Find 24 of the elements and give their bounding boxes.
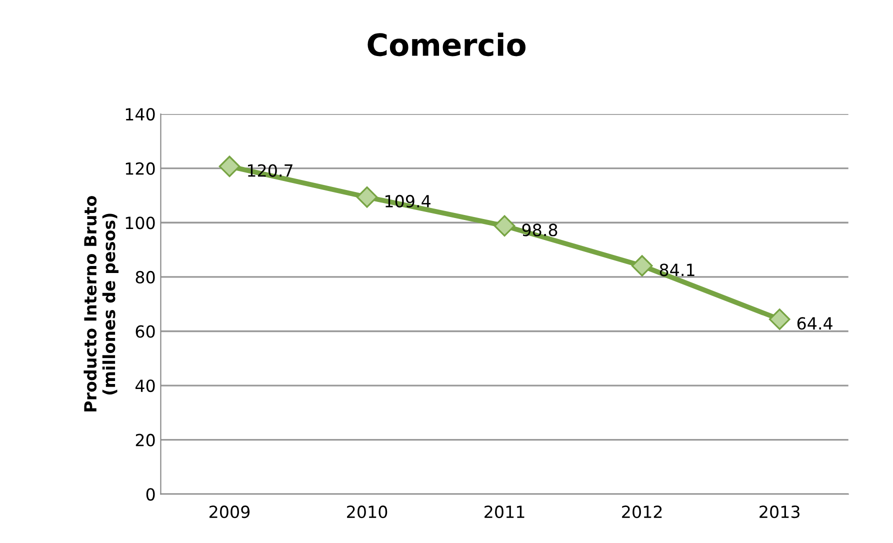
y-tick-label: 100 [126,216,155,230]
x-tick-label: 2013 [760,506,800,518]
x-tick-label: 2012 [622,506,662,518]
y-tick-label: 40 [135,379,155,392]
data-label: 64.4 [797,317,832,330]
data-label: 98.8 [522,224,558,236]
point [494,215,516,237]
y-tick-label: 140 [126,108,155,121]
point [218,156,240,178]
y-tick-label: 20 [136,434,155,446]
x-tick-label: 2011 [484,506,524,518]
y-axis-title: Producto Interno Bruto (millones de pesos) [84,196,119,412]
chart-title: Comercio [368,32,526,56]
y-tick-label: 120 [126,162,155,175]
y-tick-label: 60 [136,325,155,338]
x-tick-label: 2009 [210,506,250,518]
x-tick-label: 2010 [347,506,388,518]
data-label: 120.7 [248,164,292,177]
point [631,255,653,276]
data-label: 84.1 [660,264,694,276]
point [768,308,790,330]
point [356,186,378,208]
y-tick-label: 0 [146,488,155,501]
y-tick-label: 80 [136,270,155,284]
